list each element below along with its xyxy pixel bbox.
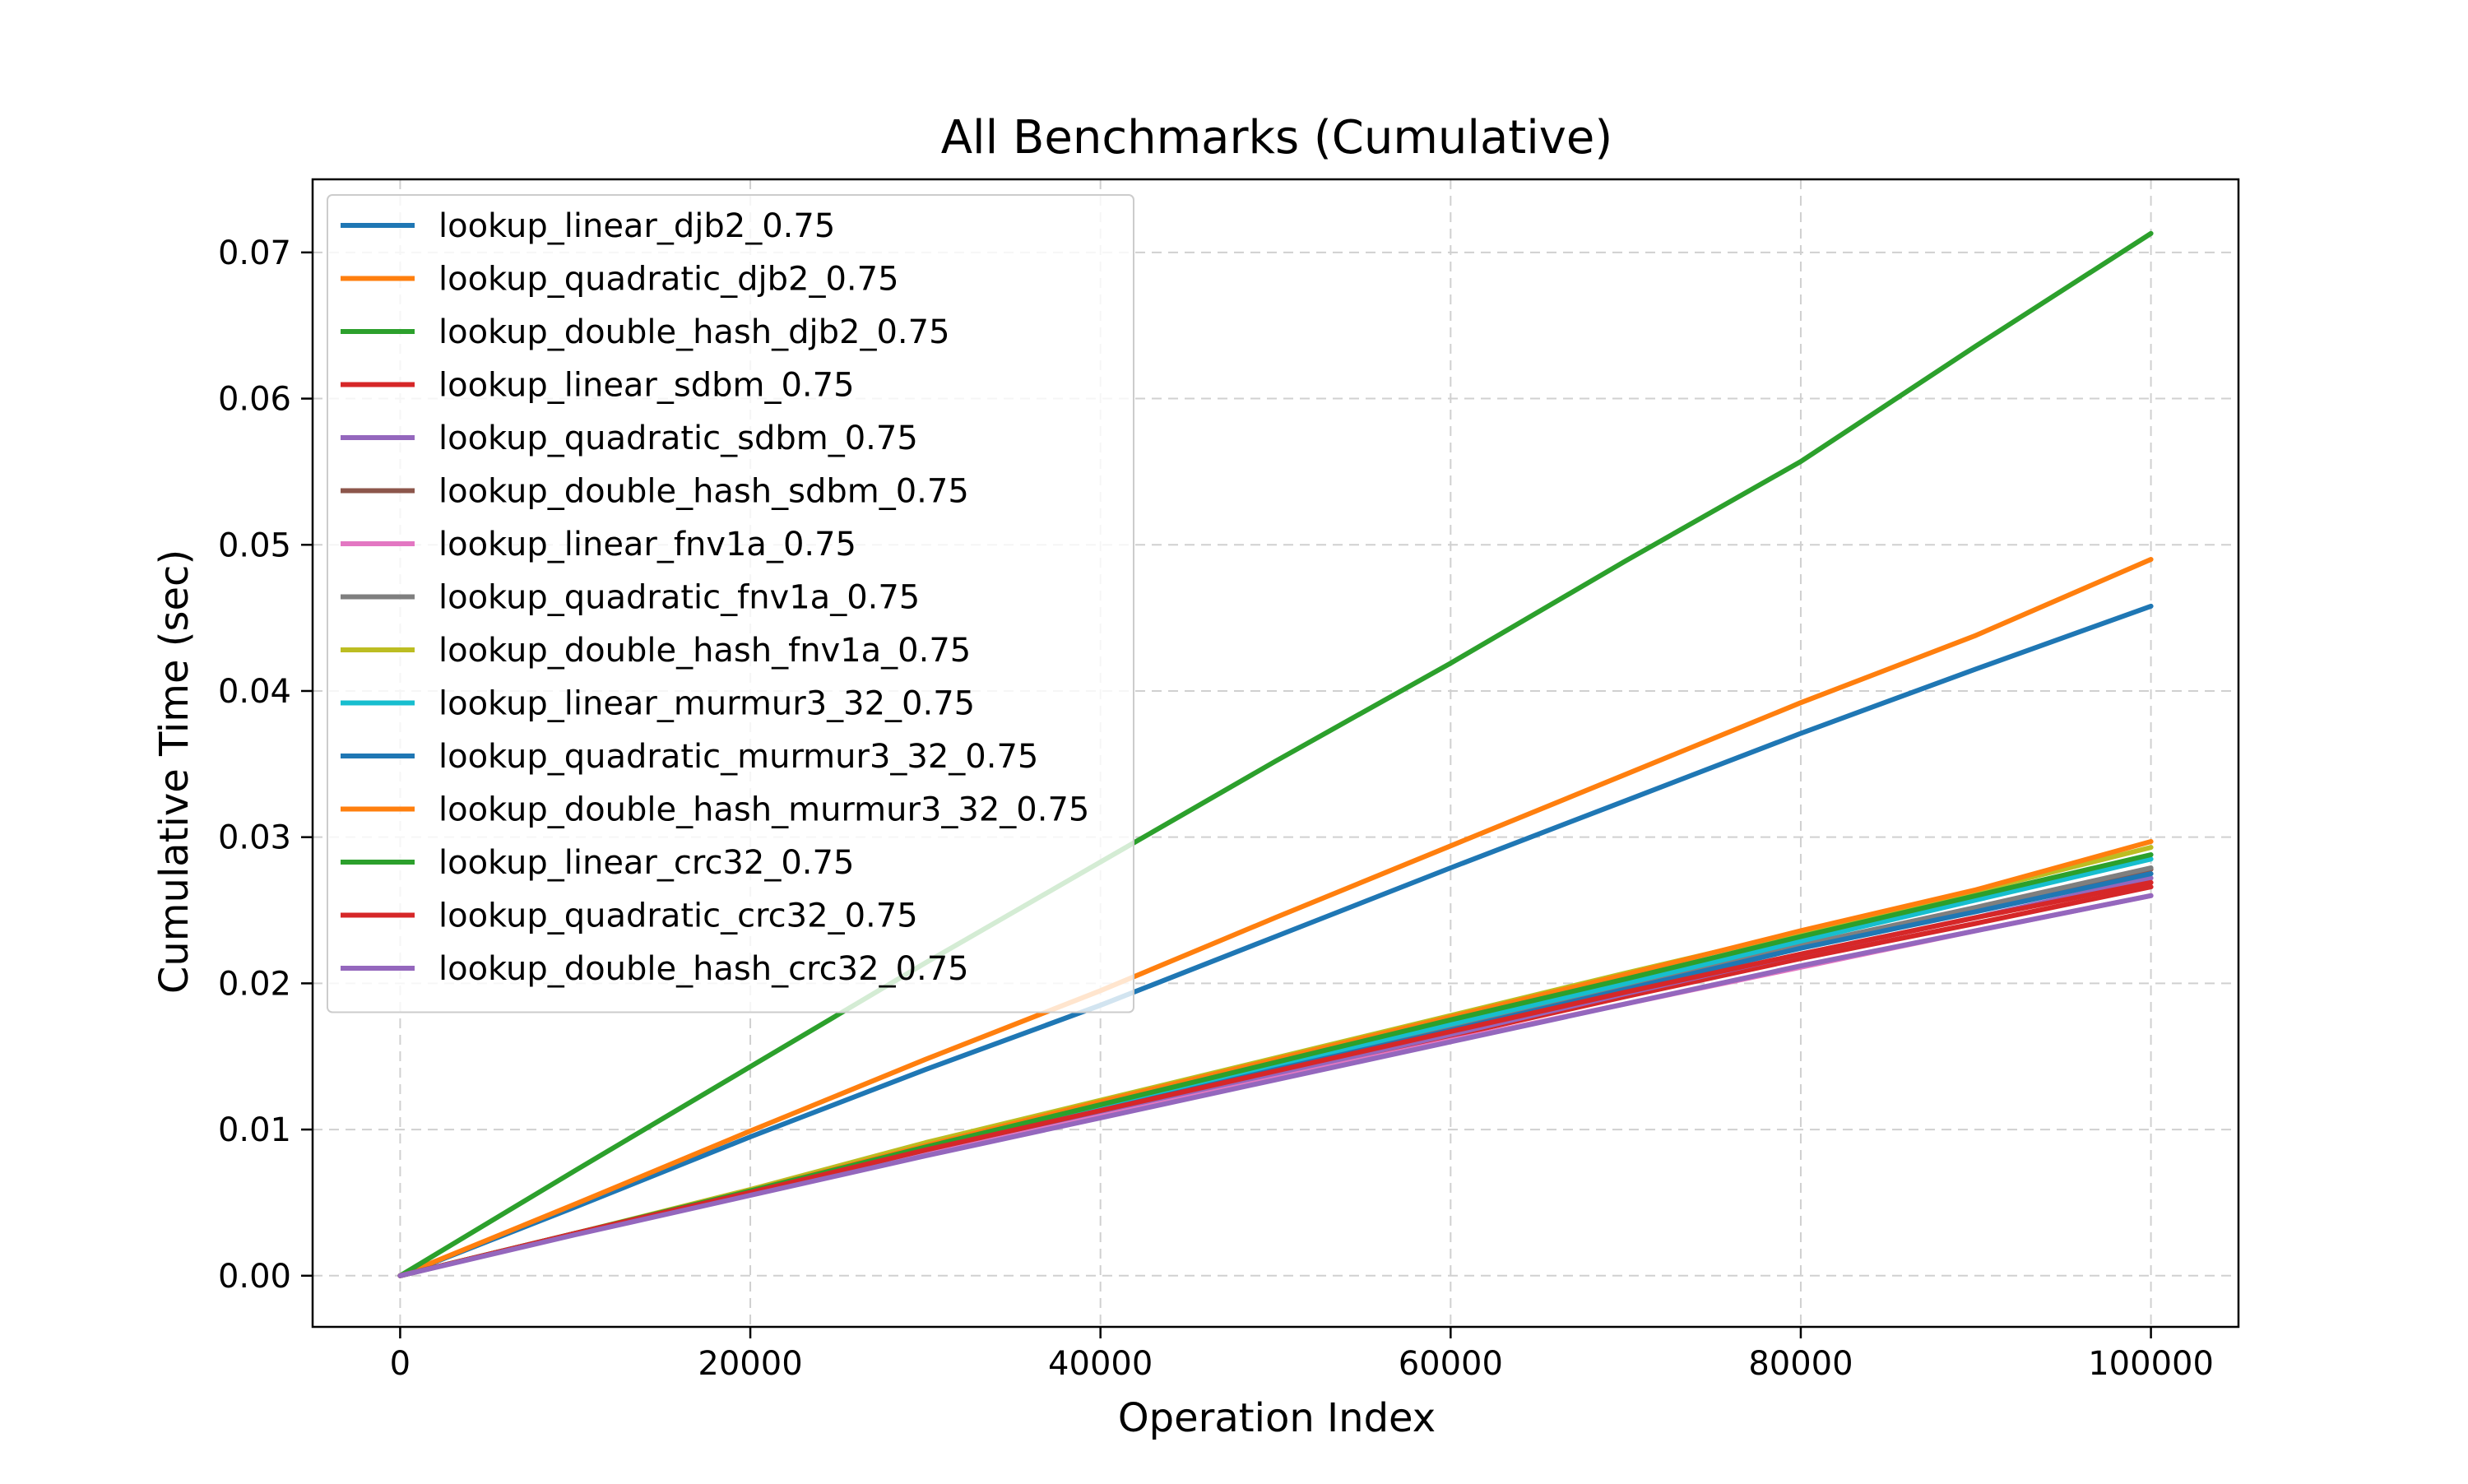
legend-label: lookup_linear_fnv1a_0.75	[438, 526, 856, 563]
y-tick-label: 0.03	[218, 819, 291, 857]
axis-ticks: 0 20000 40000 60000 80000 100000 0.00 0.01 0.02 0…	[218, 234, 2214, 1383]
x-tick-label: 80000	[1748, 1345, 1853, 1383]
legend-label: lookup_double_hash_murmur3_32_0.75	[438, 791, 1089, 829]
x-tick-label: 100000	[2088, 1345, 2214, 1383]
x-tick-label: 60000	[1399, 1345, 1503, 1383]
series-line	[397, 603, 2154, 1278]
x-tick-label: 0	[390, 1345, 411, 1383]
series-line	[397, 230, 2154, 1278]
legend: lookup_linear_djb2_0.75 lookup_quadratic_…	[327, 194, 1134, 1013]
legend-label: lookup_linear_sdbm_0.75	[438, 367, 855, 405]
legend-label: lookup_double_hash_crc32_0.75	[438, 950, 969, 988]
legend-label: lookup_double_hash_sdbm_0.75	[438, 473, 969, 511]
legend-label: lookup_double_hash_djb2_0.75	[438, 313, 950, 351]
x-axis-label: Operation Index	[1118, 1395, 1436, 1441]
legend-label: lookup_linear_crc32_0.75	[438, 844, 854, 882]
x-tick-label: 20000	[698, 1345, 802, 1383]
legend-label: lookup_linear_djb2_0.75	[438, 207, 835, 245]
y-tick-label: 0.02	[218, 965, 291, 1003]
legend-label: lookup_quadratic_sdbm_0.75	[438, 420, 918, 457]
legend-label: lookup_double_hash_fnv1a_0.75	[438, 632, 971, 670]
legend-box	[327, 194, 1134, 1013]
series-lines	[397, 230, 2154, 1278]
x-tick-label: 40000	[1048, 1345, 1153, 1383]
legend-label: lookup_quadratic_crc32_0.75	[438, 897, 918, 935]
legend-label: lookup_linear_murmur3_32_0.75	[438, 685, 975, 723]
y-tick-label: 0.04	[218, 673, 291, 711]
y-tick-label: 0.00	[218, 1258, 291, 1296]
series-line	[397, 893, 2154, 1278]
legend-label: lookup_quadratic_murmur3_32_0.75	[438, 738, 1038, 776]
legend-label: lookup_quadratic_djb2_0.75	[438, 261, 899, 299]
series-line	[397, 557, 2154, 1278]
y-tick-label: 0.05	[218, 526, 291, 564]
y-tick-label: 0.07	[218, 234, 291, 272]
y-axis-label: Cumulative Time (sec)	[151, 550, 197, 994]
y-tick-label: 0.06	[218, 381, 291, 419]
chart-title: All Benchmarks (Cumulative)	[941, 111, 1612, 165]
plot-frame	[311, 178, 2240, 1329]
legend-label: lookup_quadratic_fnv1a_0.75	[438, 579, 920, 617]
y-tick-label: 0.01	[218, 1111, 291, 1149]
